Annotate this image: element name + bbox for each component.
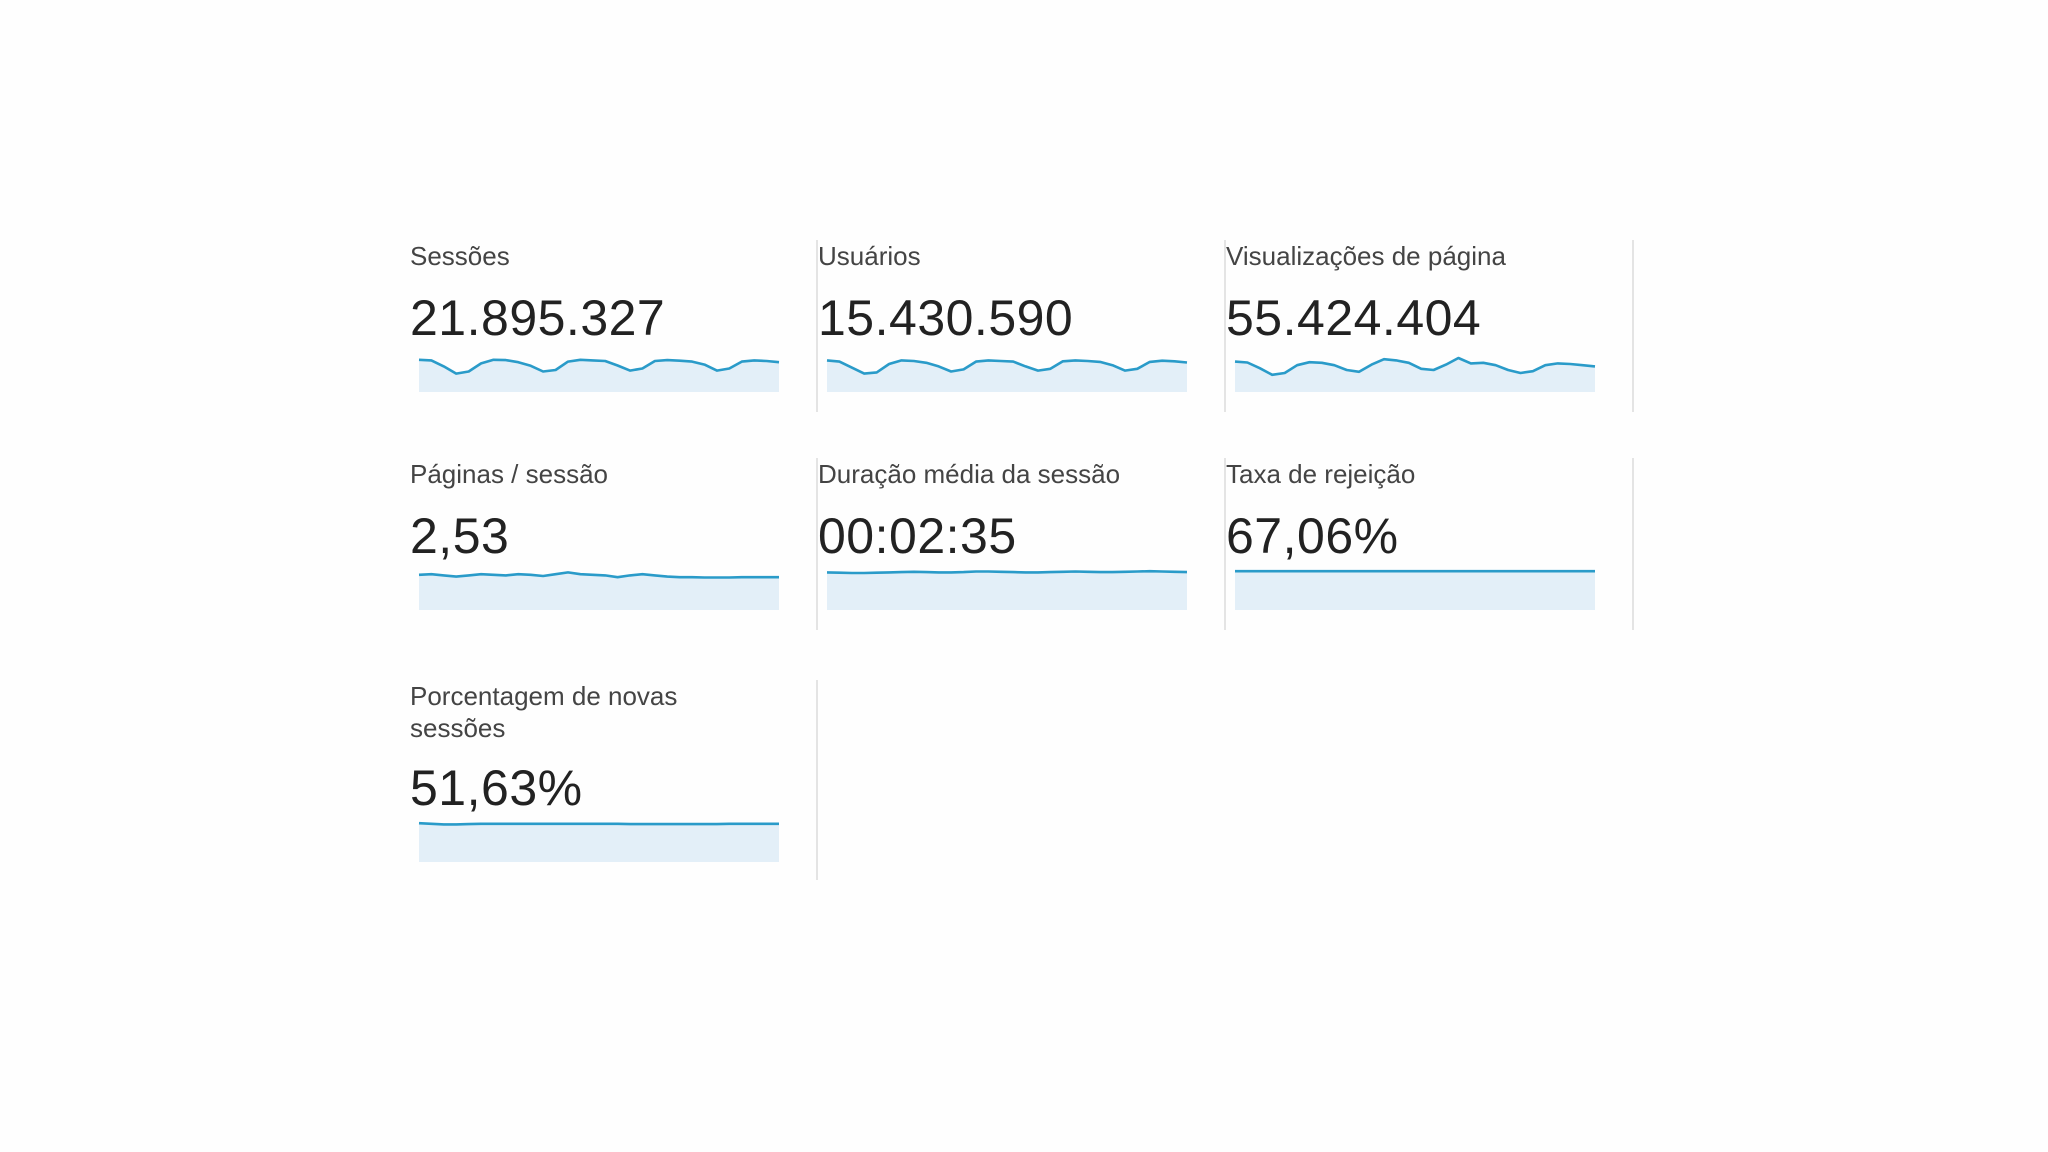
metric-card-sessions[interactable]: Sessões 21.895.327 <box>410 240 818 412</box>
metric-value: 51,63% <box>410 760 583 816</box>
metric-card-users[interactable]: Usuários 15.430.590 <box>818 240 1226 412</box>
sparkline-area <box>419 823 779 862</box>
metric-value: 21.895.327 <box>410 290 666 346</box>
sparkline-line <box>1234 356 1596 377</box>
sparkline-area <box>1235 571 1595 610</box>
metric-value: 55.424.404 <box>1226 290 1482 346</box>
sparkline-chart <box>418 571 779 610</box>
metric-card-pageviews[interactable]: Visualizações de página 55.424.404 <box>1226 240 1634 412</box>
sparkline-area <box>827 360 1187 392</box>
sparkline-area <box>419 359 779 392</box>
sparkline-chart <box>826 569 1188 610</box>
sparkline-chart <box>418 821 779 862</box>
sparkline-line <box>418 571 779 579</box>
sparkline-area <box>1235 358 1595 392</box>
sparkline-area <box>827 571 1187 610</box>
sparkline-chart <box>1234 356 1596 392</box>
metric-label: Páginas / sessão <box>410 459 609 489</box>
metric-value: 00:02:35 <box>818 508 1017 564</box>
metric-value: 2,53 <box>410 508 510 564</box>
sparkline-chart <box>1235 569 1595 610</box>
sparkline-line <box>826 359 1188 375</box>
metric-label: Duração média da sessão <box>818 459 1121 489</box>
sparkline-chart <box>418 358 780 392</box>
sparkline-line <box>418 358 780 375</box>
metric-label: Sessões <box>410 241 510 271</box>
metric-card-new-sessions-percent[interactable]: Porcentagem de novas sessões 51,63% <box>410 680 818 880</box>
sparkline-line <box>826 569 1188 575</box>
metric-label: Visualizações de página <box>1226 241 1506 271</box>
metric-label: Taxa de rejeição <box>1226 459 1416 489</box>
sparkline-line <box>418 821 779 826</box>
metric-label: Usuários <box>818 241 921 271</box>
metric-value: 67,06% <box>1226 508 1399 564</box>
sparkline-chart <box>826 359 1188 392</box>
sparkline-area <box>419 572 779 610</box>
metric-card-avg-session-duration[interactable]: Duração média da sessão 00:02:35 <box>818 458 1226 630</box>
metric-label: Porcentagem de novas sessões <box>410 681 678 743</box>
metric-value: 15.430.590 <box>818 290 1074 346</box>
metric-card-bounce-rate[interactable]: Taxa de rejeição 67,06% <box>1226 458 1634 630</box>
metric-card-pages-per-session[interactable]: Páginas / sessão 2,53 <box>410 458 818 630</box>
